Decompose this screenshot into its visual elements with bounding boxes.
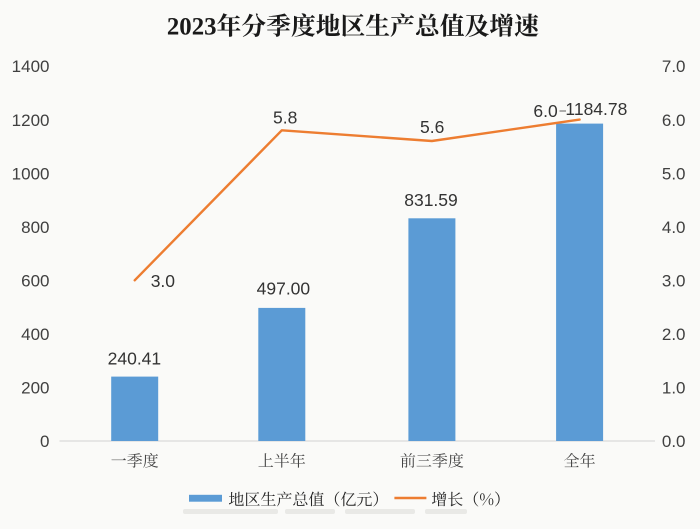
svg-text:4.0: 4.0: [662, 218, 686, 237]
svg-text:6.0: 6.0: [533, 101, 558, 121]
svg-text:5.0: 5.0: [662, 164, 686, 183]
svg-text:400: 400: [21, 325, 49, 344]
svg-text:7.0: 7.0: [662, 57, 686, 76]
svg-text:1184.78: 1184.78: [565, 99, 627, 119]
svg-text:6.0: 6.0: [662, 111, 686, 130]
svg-text:800: 800: [21, 218, 49, 237]
svg-text:497.00: 497.00: [257, 279, 311, 299]
svg-text:2023: 2023: [167, 14, 217, 41]
svg-text:600: 600: [21, 272, 49, 291]
svg-text:1.0: 1.0: [662, 379, 686, 398]
svg-text:3.0: 3.0: [662, 272, 686, 291]
svg-text:5.8: 5.8: [273, 108, 297, 128]
svg-text:5.6: 5.6: [420, 117, 444, 137]
svg-text:0: 0: [40, 432, 49, 451]
svg-text:0.0: 0.0: [662, 432, 686, 451]
svg-text:1000: 1000: [12, 164, 50, 183]
svg-text:2.0: 2.0: [662, 325, 686, 344]
svg-text:240.41: 240.41: [108, 348, 162, 368]
svg-text:1400: 1400: [12, 57, 50, 76]
svg-text:831.59: 831.59: [404, 190, 458, 210]
svg-text:3.0: 3.0: [151, 271, 176, 291]
svg-text:1200: 1200: [12, 111, 50, 130]
svg-text:200: 200: [21, 379, 49, 398]
